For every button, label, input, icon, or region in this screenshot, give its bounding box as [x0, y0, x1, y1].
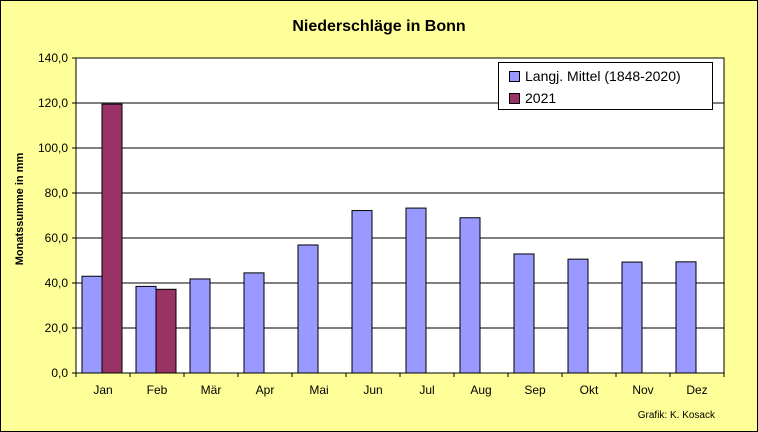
bar-longterm — [135, 285, 157, 374]
x-tick-label: Nov — [632, 383, 653, 397]
legend-label-longterm: Langj. Mittel (1848-2020) — [525, 68, 681, 84]
chart-title: Niederschläge in Bonn — [292, 18, 466, 35]
legend-label-2021: 2021 — [525, 90, 557, 106]
x-tick-label: Sep — [524, 383, 546, 397]
x-tick-label: Aug — [470, 383, 491, 397]
bar-longterm — [351, 210, 373, 374]
legend-swatch-2021 — [509, 92, 520, 104]
bar-longterm — [405, 207, 427, 374]
x-tick-labels: Jan Feb Mär Apr Mai Jun Jul Aug Sep Okt Nov Dez — [75, 373, 725, 397]
y-tick-label: 140,0 — [38, 51, 68, 65]
bar-longterm — [243, 272, 265, 374]
bar-longterm — [189, 278, 211, 374]
x-tick-label: Jun — [363, 383, 382, 397]
y-tick-label: 120,0 — [38, 96, 68, 110]
legend-item-2021: 2021 — [509, 89, 556, 107]
bar-2021 — [155, 288, 177, 374]
bar-longterm — [513, 253, 535, 374]
y-tick-label: 20,0 — [45, 321, 69, 335]
bar-longterm — [459, 217, 481, 374]
y-tick-label: 100,0 — [38, 141, 68, 155]
bar-longterm — [297, 244, 319, 374]
bar-longterm — [621, 261, 643, 374]
plot-area — [75, 57, 725, 374]
bars — [81, 103, 697, 374]
legend-item-longterm: Langj. Mittel (1848-2020) — [509, 67, 681, 85]
x-tick-label: Dez — [686, 383, 707, 397]
y-tick-label: 60,0 — [45, 231, 69, 245]
y-tick-labels: 0,0 20,0 40,0 60,0 80,0 100,0 120,0 140,0 — [38, 51, 76, 380]
bar-2021 — [101, 103, 123, 374]
legend: Langj. Mittel (1848-2020) 2021 — [498, 62, 713, 110]
y-tick-label: 0,0 — [51, 366, 68, 380]
bar-longterm — [567, 258, 589, 374]
x-tick-label: Jul — [419, 383, 434, 397]
x-tick-label: Feb — [147, 383, 168, 397]
x-tick-label: Apr — [256, 383, 275, 397]
y-tick-label: 80,0 — [45, 186, 69, 200]
x-tick-label: Okt — [580, 383, 599, 397]
bar-longterm — [675, 261, 697, 374]
x-tick-label: Mär — [201, 383, 222, 397]
x-tick-label: Jan — [93, 383, 112, 397]
x-tick-label: Mai — [309, 383, 328, 397]
credit-text: Grafik: K. Kosack — [637, 410, 715, 421]
bar-longterm — [81, 275, 103, 374]
y-tick-label: 40,0 — [45, 276, 69, 290]
legend-swatch-longterm — [509, 70, 520, 82]
